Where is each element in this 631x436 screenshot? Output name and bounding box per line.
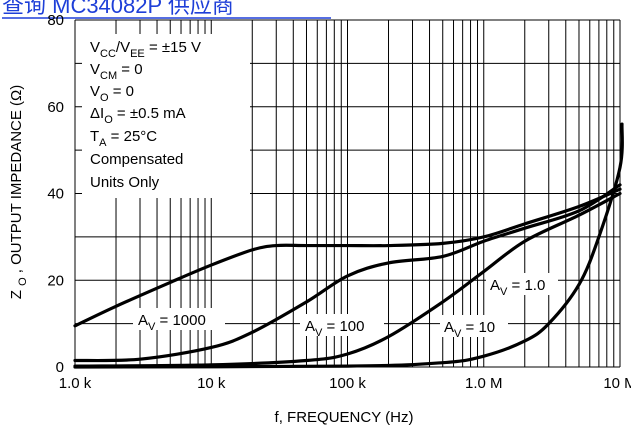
condition-dio: ΔIO = ±0.5 mA xyxy=(90,105,186,126)
y-tick-label: 60 xyxy=(47,99,64,116)
y-tick-labels: 0 20 40 60 80 xyxy=(47,12,64,376)
series-line-0 xyxy=(73,187,622,328)
conditions-text: VCC/VEE = ±15 V VCM = 0 VO = 0 ΔIO = ±0.… xyxy=(90,39,201,191)
x-tick-label: 10 k xyxy=(197,375,226,392)
curves xyxy=(73,122,624,369)
y-tick-label: 20 xyxy=(47,272,64,289)
header-link[interactable]: 查询 MC34082P 供应商 xyxy=(2,0,234,18)
x-tick-labels: 1.0 k 10 k 100 k 1.0 M 10 M xyxy=(59,375,631,392)
condition-compensated: Compensated xyxy=(90,151,183,168)
x-tick-label: 1.0 M xyxy=(465,375,503,392)
label-av-1000: AV = 1000 xyxy=(138,312,206,333)
x-axis-title: f, FREQUENCY (Hz) xyxy=(275,409,414,426)
x-tick-label: 1.0 k xyxy=(59,375,92,392)
series-line-2 xyxy=(73,191,622,368)
series-line-3 xyxy=(73,122,624,369)
x-tick-label: 10 M xyxy=(603,375,631,392)
curve-labels: AV = 1000 AV = 100 AV = 10 AV = 1.0 xyxy=(133,273,558,340)
y-tick-label: 40 xyxy=(47,186,64,203)
x-tick-label: 100 k xyxy=(329,375,366,392)
y-tick-label: 0 xyxy=(56,359,64,376)
y-tick-label: 80 xyxy=(47,12,64,29)
y-axis-title: Z O , OUTPUT IMPEDANCE (Ω) xyxy=(8,85,29,300)
condition-vcc: VCC/VEE = ±15 V xyxy=(90,39,201,60)
conditions-box xyxy=(82,34,250,198)
series-line-1 xyxy=(73,183,622,363)
condition-ta: TA = 25°C xyxy=(90,128,157,149)
condition-units-only: Units Only xyxy=(90,174,160,191)
